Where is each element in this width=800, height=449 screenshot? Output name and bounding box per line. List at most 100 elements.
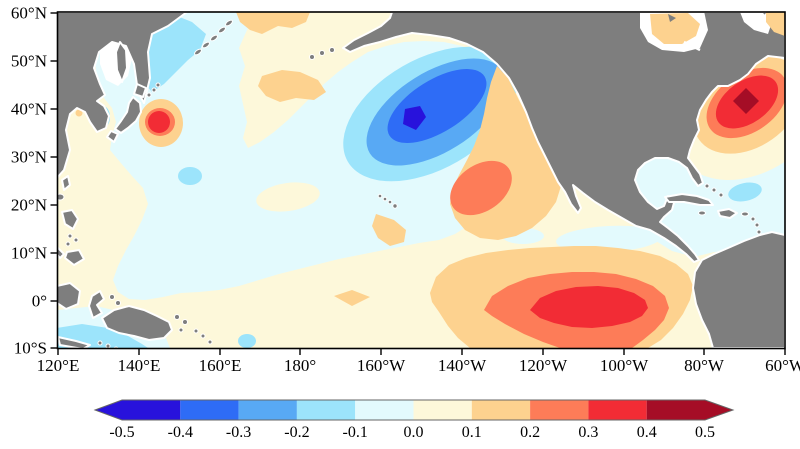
contour-cream-hole-central-pacific	[256, 182, 320, 212]
contour-light-cyan-bottom-center-dot	[238, 334, 256, 348]
landmass-asia	[57, 12, 188, 179]
contour-dark-red-atlantic-core	[733, 88, 759, 114]
y-axis-labels: 60°N 50°N 40°N 30°N 20°N 10°N 0° 10°S	[11, 4, 47, 358]
colorbar-label-neg03: -0.3	[226, 424, 251, 441]
landmass-palawan	[57, 246, 65, 259]
y-tick-label-10n: 10°N	[11, 244, 47, 263]
landmass-honshu	[114, 96, 142, 134]
landmass-aleutian-islands-west	[194, 19, 233, 56]
great-lakes-sliver	[683, 40, 701, 52]
landmass-taiwan	[61, 175, 71, 191]
x-tick-label-140w: 140°W	[438, 356, 487, 375]
landmass-hainan	[57, 193, 65, 201]
landmass-kuril-islands	[146, 82, 161, 98]
contour-dark-blue-core	[403, 106, 426, 130]
y-tick-label-40n: 40°N	[11, 100, 47, 119]
x-tick-label-160w: 160°W	[357, 356, 406, 375]
colorbar-cell-9	[646, 400, 705, 420]
contour-salmon-northeast-pacific-patch	[450, 160, 512, 216]
colorbar-cell-3	[296, 400, 356, 420]
landmass-sakhalin	[115, 41, 128, 83]
x-tick-label-120e: 120°E	[37, 356, 80, 375]
contour-peach-yellow-sea-dot	[75, 109, 83, 117]
y-tick-label-20n: 20°N	[11, 196, 47, 215]
map-plot-area	[57, 12, 785, 349]
contour-pale-cyan-small-patch-b	[215, 261, 235, 285]
landmass-puerto-rico	[741, 211, 749, 217]
landmasses	[57, 12, 785, 349]
x-axis-labels: 120°E 140°E 160°E 180° 160°W 140°W 120°W…	[37, 356, 800, 375]
land-water-overlays	[640, 12, 785, 52]
landmass-kyushu	[106, 130, 119, 143]
landmass-jamaica	[698, 210, 706, 216]
colorbar-right-arrow	[705, 400, 733, 420]
landmass-borneo	[57, 282, 81, 310]
x-tick-label-120w: 120°W	[519, 356, 568, 375]
colorbar-left-arrow	[95, 400, 122, 420]
colorbar-label-04: 0.4	[637, 424, 657, 441]
contour-light-cyan-atlantic-patch	[728, 182, 762, 202]
colorbar-label-neg04: -0.4	[168, 424, 193, 441]
colorbar-cell-4	[355, 400, 414, 420]
landmass-hudson-islet	[668, 14, 676, 22]
contour-light-cyan-southeast-of-japan	[178, 167, 202, 185]
colorbar-cell-6	[471, 400, 531, 420]
colorbar-label-neg02: -0.2	[284, 424, 309, 441]
landmass-solomon-islands	[193, 328, 213, 345]
contour-pale-cyan-small-patch-a	[197, 255, 215, 267]
x-tick-label-180: 180°	[284, 356, 316, 375]
landmass-aleutian-islands-east	[309, 47, 335, 60]
y-tick-label-50n: 50°N	[11, 52, 47, 71]
contour-red-equatorial-core	[530, 286, 648, 328]
colorbar-cell-0	[122, 400, 181, 420]
colorbar-cell-8	[588, 400, 647, 420]
plot-frame	[56, 11, 786, 350]
colorbar-label-05: 0.5	[695, 424, 715, 441]
labrador-sea-water	[740, 12, 772, 34]
y-tick-label-0: 0°	[32, 292, 47, 311]
x-axis-ticks	[57, 348, 786, 355]
landmass-java	[57, 336, 91, 349]
landmass-sulawesi	[88, 290, 105, 319]
landmass-bismarck-islands	[174, 314, 188, 333]
landmass-moluccas	[109, 294, 121, 306]
landmass-south-america	[692, 231, 785, 349]
landmass-cuba	[664, 193, 714, 206]
contour-peach-northeast-corner	[766, 12, 785, 36]
contour-peach-hudson-bay	[650, 13, 700, 44]
colorbar-label-neg01: -0.1	[343, 424, 368, 441]
colorbar-label-01: 0.1	[462, 424, 482, 441]
landmass-visayas	[65, 233, 79, 247]
contour-level-neg05-group	[403, 106, 426, 130]
colorbar-label-00: 0.0	[404, 424, 424, 441]
contour-level-04-group	[733, 88, 759, 114]
landmass-hokkaido	[133, 83, 147, 98]
colorbar-cell-2	[238, 400, 297, 420]
colorbar-tick-labels: -0.5 -0.4 -0.3 -0.2 -0.1 0.0 0.1 0.2 0.3…	[109, 424, 715, 441]
colorbar: -0.5 -0.4 -0.3 -0.2 -0.1 0.0 0.1 0.2 0.3…	[93, 399, 735, 441]
x-tick-label-160e: 160°E	[199, 356, 242, 375]
y-tick-label-10s: 10°S	[14, 339, 47, 358]
y-tick-label-30n: 30°N	[11, 148, 47, 167]
contour-peach-southeast-of-hawaii	[372, 214, 406, 246]
y-axis-ticks	[50, 12, 58, 349]
colorbar-cell-1	[180, 400, 239, 420]
landmass-hispaniola	[717, 208, 738, 219]
x-tick-label-140e: 140°E	[118, 356, 161, 375]
colorbar-label-02: 0.2	[520, 424, 540, 441]
landmass-luzon	[61, 209, 79, 230]
landmass-hawaii	[377, 193, 398, 209]
contour-light-cyan-kamchatka	[139, 14, 206, 92]
contour-red-japan-core	[148, 111, 170, 133]
colorbar-outline	[93, 399, 735, 421]
colorbar-cell-7	[530, 400, 589, 420]
axes-frame-group	[50, 11, 786, 355]
landmass-bahamas	[704, 183, 724, 198]
landmass-lesser-antilles	[750, 216, 762, 235]
colorbar-cell-5	[413, 400, 472, 420]
y-tick-label-60n: 60°N	[11, 4, 47, 23]
contour-pale-cyan-equatorial-patch-2	[556, 225, 662, 253]
contour-peach-dateline-diamond	[334, 290, 370, 306]
